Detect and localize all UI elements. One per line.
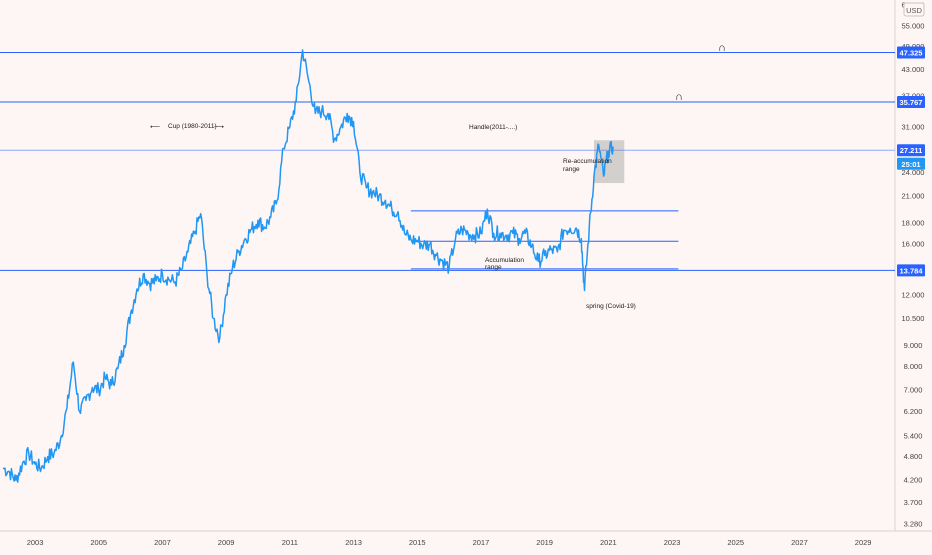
price-badge [897,264,925,277]
price-badges: 47.325 35.767 27.211 13.784 25:01 [897,46,925,277]
price-tick-label: 43.000 [902,65,925,74]
price-badge [897,46,925,59]
price-badge-label: 13.784 [900,266,924,275]
price-badge [897,95,925,108]
time-tick-label: 2011 [282,538,298,547]
time-tick-label: 2029 [855,538,872,547]
price-badge-label: 35.767 [900,98,923,107]
price-line [2,49,614,483]
price-tick-label: 3.700 [904,498,923,507]
time-tick-label: 2019 [536,538,553,547]
magnet-icon: ∩ [675,91,683,103]
time-tick-label: 2015 [409,538,426,547]
annotations: ⟵ Cup (1980-2011) ⟶ Handle(2011-....) Ac… [150,42,726,310]
time-tick-label: 2009 [218,538,235,547]
cup-arrow-left: ⟵ [150,124,160,131]
price-badge-label: 47.325 [900,49,923,58]
price-badge [897,144,925,157]
price-badge-label: 25:01 [901,160,920,169]
reaccumulation-label-2: range [563,166,580,173]
cup-label: Cup (1980-2011) [168,123,217,130]
price-tick-label: 6.200 [904,407,923,416]
price-tick-label: 31.000 [902,123,925,132]
price-tick-label: 3.280 [904,519,923,528]
accumulation-label-2: range [485,264,502,271]
price-tick-label: 4.200 [904,476,923,485]
handle-label: Handle(2011-....) [469,124,517,131]
price-tick-label: 55.000 [902,21,925,30]
price-tick-label: 16.000 [902,240,925,249]
time-axis: 2003 2005 2007 2009 2011 2013 2015 2017 2019 2021… [27,538,872,547]
time-tick-label: 2003 [27,538,44,547]
price-tick-label: 21.000 [902,191,925,200]
time-tick-label: 2023 [664,538,681,547]
price-tick-label: 8.000 [904,362,923,371]
price-badge [897,157,925,170]
time-tick-label: 2017 [473,538,490,547]
time-tick-label: 2021 [600,538,617,547]
time-tick-label: 2005 [90,538,107,547]
price-tick-label: 4.800 [904,452,923,461]
price-tick-label: 7.000 [904,385,923,394]
price-tick-label: 5.400 [904,431,923,440]
time-tick-label: 2013 [345,538,362,547]
price-tick-label: 49.000 [902,42,925,51]
price-tick-label: 18.000 [902,219,925,228]
price-tick-label: 9.000 [904,341,923,350]
currency-label: USD [906,6,922,15]
cup-arrow-right: ⟶ [214,124,224,131]
time-tick-label: 2027 [791,538,808,547]
accumulation-label-1: Accumulation [485,257,524,264]
time-tick-label: 2025 [727,538,744,547]
reaccumulation-label-1: Re-accumulation [563,158,612,165]
currency-box [903,2,925,17]
spring-label: spring (Covid-19) [586,303,636,310]
magnet-icon: ∩ [718,42,726,54]
price-tick-label: 12.000 [902,290,925,299]
currency-button[interactable]: USD [903,2,925,17]
price-badge-label: 27.211 [900,146,923,155]
time-tick-label: 2007 [154,538,171,547]
price-tick-label: 24.000 [902,168,925,177]
price-tick-label: 10.500 [902,314,925,323]
